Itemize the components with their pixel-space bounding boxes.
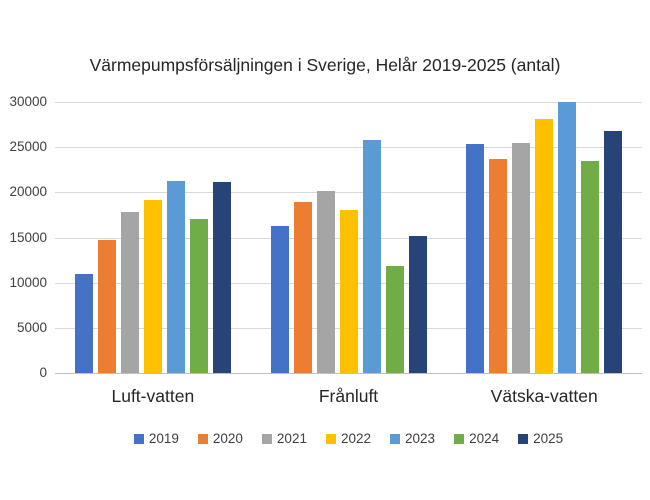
y-tick-label: 20000 (9, 184, 47, 200)
bar-2024 (385, 266, 404, 373)
bar-2020 (97, 240, 116, 373)
bar-2022 (339, 210, 358, 373)
legend-item-2019: 2019 (133, 431, 179, 446)
y-tick-label: 30000 (9, 94, 47, 109)
gridline (55, 102, 642, 103)
x-axis-line (55, 373, 642, 374)
bar-2019 (466, 144, 485, 373)
legend: 2019 2020 2021 2022 2023 2024 2025 (55, 431, 642, 446)
bar-2024 (581, 160, 600, 373)
legend-label: 2021 (276, 431, 307, 446)
bar-2024 (189, 218, 208, 373)
bar-2025 (408, 235, 427, 373)
gridline (55, 147, 642, 149)
gridline (55, 192, 642, 194)
y-tick-label: 10000 (9, 274, 47, 290)
bar-2020 (293, 202, 312, 373)
bar-groups (55, 102, 642, 373)
bar-group-fr-nluft (251, 102, 447, 373)
bar-2023 (558, 102, 577, 373)
x-axis-label: Luft-vatten (111, 386, 195, 406)
bar-2023 (166, 180, 185, 373)
bar-2022 (143, 199, 162, 373)
legend-label: 2024 (469, 431, 500, 446)
bar-2019 (270, 225, 289, 373)
legend-item-2022: 2022 (325, 431, 372, 446)
bar-2021 (316, 191, 335, 373)
legend-item-2021: 2021 (261, 431, 307, 446)
legend-color-swatch (325, 433, 336, 444)
legend-label: 2019 (148, 431, 179, 446)
bar-2021 (120, 212, 139, 373)
legend-label: 2020 (212, 431, 243, 446)
legend-item-2020: 2020 (197, 431, 243, 446)
y-tick-label: 5000 (16, 319, 47, 335)
legend-color-swatch (197, 433, 208, 444)
legend-color-swatch (454, 433, 465, 444)
legend-color-swatch (261, 433, 272, 444)
legend-color-swatch (133, 433, 144, 444)
bar-2022 (535, 119, 554, 373)
bar-2020 (489, 158, 508, 373)
legend-label: 2025 (533, 431, 564, 446)
bar-group-v-tska-vatten (446, 102, 642, 373)
legend-color-swatch (518, 433, 529, 444)
legend-label: 2022 (340, 431, 372, 446)
bar-2025 (212, 181, 231, 373)
bar-2021 (512, 142, 531, 373)
x-axis-label: Frånluft (318, 386, 379, 406)
y-axis-tick-labels: 0 5000 10000 15000 20000 25000 30000 (0, 94, 47, 380)
chart-title: Värmepumpsförsäljningen i Sverige, Helår… (89, 55, 561, 75)
plot-area (55, 102, 642, 374)
bar-2019 (74, 273, 93, 373)
x-axis-label: Vätska-vatten (490, 386, 598, 406)
bar-2025 (604, 130, 623, 373)
x-axis-category-labels: Luft-vatten Frånluft Vätska-vatten (55, 386, 642, 407)
legend-item-2023: 2023 (390, 431, 435, 446)
y-tick-label: 25000 (9, 139, 47, 155)
legend-color-swatch (390, 433, 401, 444)
legend-item-2024: 2024 (454, 431, 499, 446)
bar-2023 (362, 139, 381, 373)
y-tick-label: 0 (39, 365, 47, 380)
legend-item-2025: 2025 (518, 431, 563, 446)
legend-label: 2023 (405, 431, 436, 446)
bar-group-luft-vatten (55, 102, 251, 373)
y-tick-label: 15000 (9, 229, 47, 245)
